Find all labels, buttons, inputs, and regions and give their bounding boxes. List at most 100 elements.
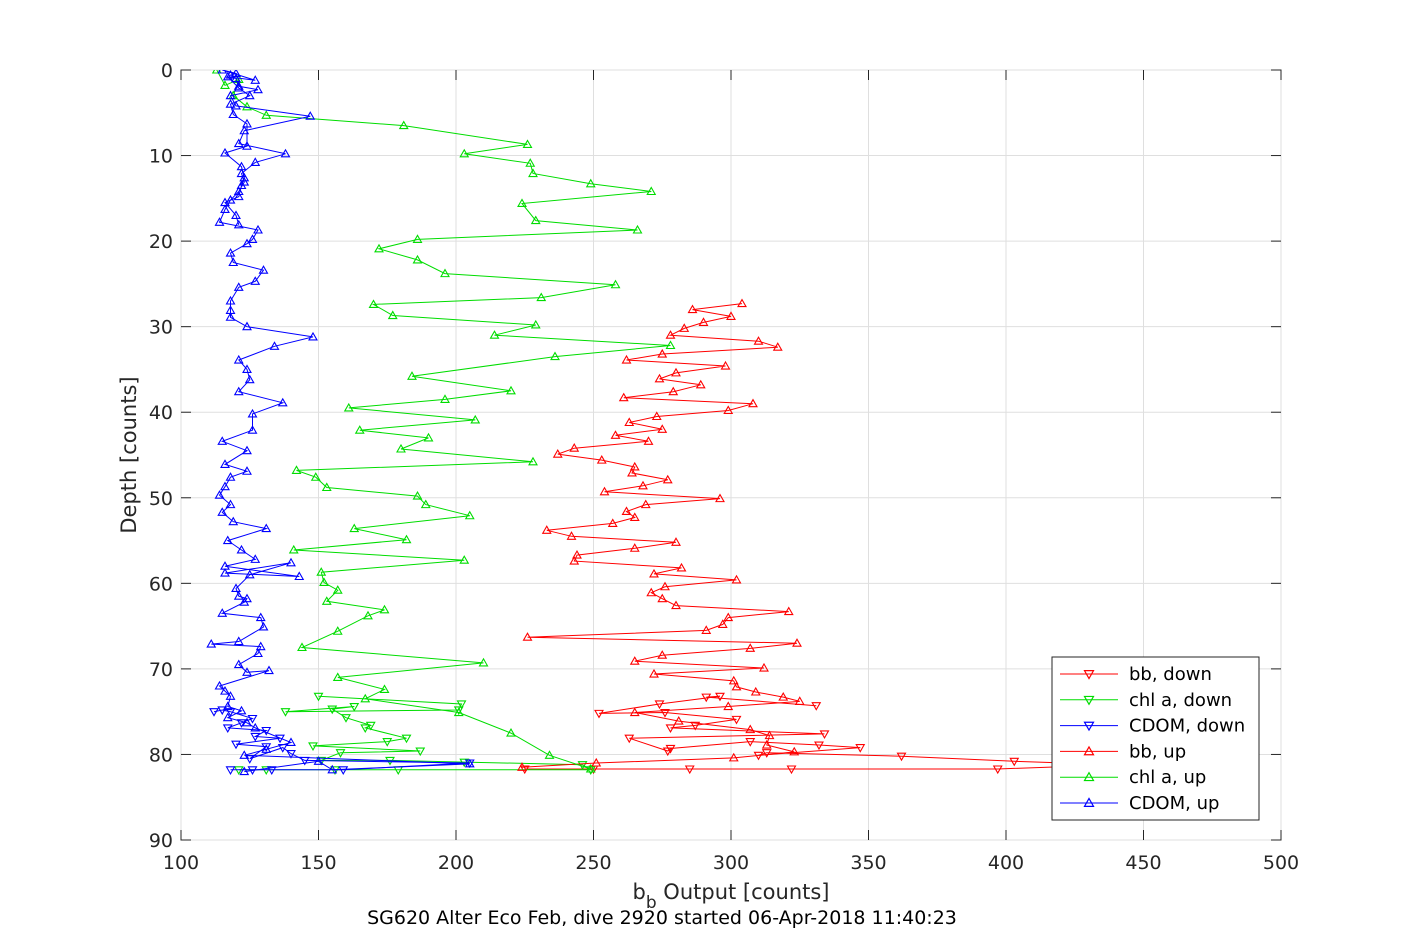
data-point [585, 763, 596, 773]
data-point [676, 562, 687, 572]
data-point [313, 756, 324, 765]
data-point [327, 705, 338, 715]
data-point [233, 219, 244, 229]
data-point [478, 657, 489, 667]
x-axis-label-subscript: b [646, 893, 657, 913]
data-point [407, 371, 417, 380]
data-point [250, 276, 261, 285]
data-point [220, 567, 230, 577]
y-tick-label: 80 [149, 744, 173, 766]
data-point [525, 158, 536, 167]
data-point [343, 402, 354, 412]
data-point [233, 186, 244, 196]
data-point [288, 544, 299, 554]
data-point [228, 109, 239, 119]
data-point [332, 585, 343, 594]
data-point [671, 537, 681, 546]
data-point [701, 625, 712, 634]
x-axis-label-main: b [632, 880, 645, 904]
data-point [225, 295, 236, 305]
data-point [660, 708, 670, 718]
data-point [624, 734, 635, 744]
data-point [731, 681, 742, 691]
data-point [332, 672, 343, 681]
data-point [217, 70, 228, 74]
data-point [220, 481, 230, 491]
data-point [242, 717, 252, 727]
data-point [528, 168, 538, 178]
legend-entry-label: chl a, down [1129, 690, 1232, 711]
y-tick-label: 90 [149, 830, 173, 852]
data-point [453, 707, 464, 717]
data-point [233, 591, 244, 600]
legend-entry-label: CDOM, up [1129, 793, 1219, 814]
data-point [214, 217, 225, 226]
data-point [233, 282, 244, 291]
series-line [216, 70, 671, 770]
data-point [286, 750, 296, 759]
data-point [536, 292, 547, 302]
data-point [233, 82, 244, 92]
legend-marker [1083, 670, 1095, 680]
data-point [233, 191, 244, 201]
data-point [242, 667, 252, 676]
data-point [720, 360, 731, 370]
data-point [244, 569, 255, 579]
data-point [665, 724, 676, 734]
data-point [255, 641, 266, 651]
data-point [855, 744, 866, 753]
data-point [731, 574, 742, 584]
data-point [222, 701, 233, 711]
data-point [684, 765, 695, 775]
data-point [412, 234, 423, 243]
x-axis-label: bb Output [counts] [632, 880, 829, 913]
series-line [238, 695, 593, 771]
series-4 [211, 70, 676, 773]
data-point [244, 374, 255, 384]
data-point [242, 321, 252, 331]
x-tick-label: 250 [575, 852, 611, 874]
data-point [629, 656, 640, 665]
data-point [217, 507, 228, 516]
data-point [662, 474, 673, 484]
series-line [211, 70, 470, 773]
data-point [610, 279, 621, 289]
series-0 [519, 692, 1121, 775]
data-point [261, 726, 272, 736]
data-point [401, 734, 412, 744]
data-point [327, 764, 338, 774]
data-point [654, 700, 665, 710]
data-point [728, 752, 739, 762]
data-point [629, 543, 640, 552]
data-point [321, 482, 332, 492]
data-point [291, 465, 302, 474]
data-point [783, 606, 794, 616]
data-point [294, 571, 305, 581]
data-point [665, 340, 676, 350]
data-point [233, 659, 244, 669]
data-point [668, 386, 679, 396]
data-point [239, 750, 250, 759]
data-point [228, 257, 239, 267]
data-point [401, 534, 412, 544]
data-point [522, 632, 533, 641]
data-point [723, 612, 734, 622]
data-point [610, 430, 621, 439]
data-point [673, 715, 684, 725]
data-point [338, 766, 349, 775]
data-point [250, 157, 261, 166]
data-point [440, 394, 450, 403]
data-point [640, 499, 651, 509]
data-series [206, 70, 1121, 776]
data-point [456, 700, 467, 710]
data-point [225, 90, 236, 100]
data-point [236, 161, 247, 171]
data-point [382, 738, 393, 747]
data-point [629, 512, 640, 522]
data-point [569, 555, 580, 565]
data-point [286, 737, 296, 747]
series-5 [206, 70, 475, 776]
data-point [239, 176, 250, 186]
data-point [761, 749, 772, 758]
data-point [528, 456, 538, 466]
